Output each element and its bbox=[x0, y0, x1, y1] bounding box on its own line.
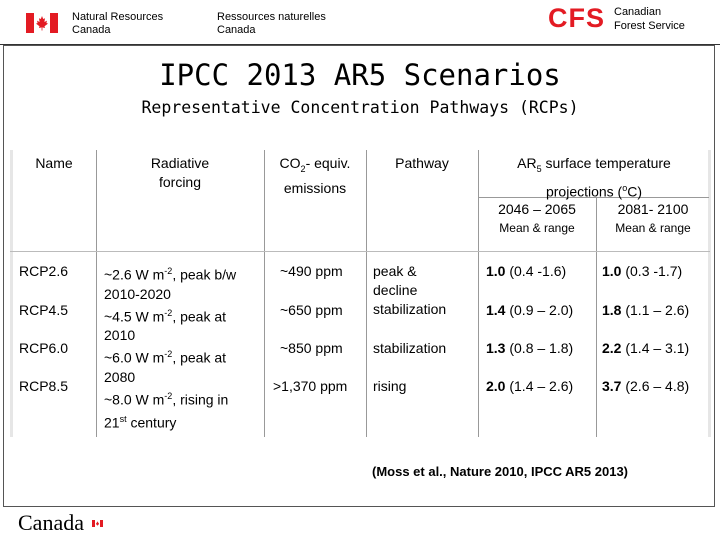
header-divider bbox=[0, 44, 720, 45]
wordmark-flag-icon bbox=[92, 514, 103, 532]
source-citation: (Moss et al., Nature 2010, IPCC AR5 2013… bbox=[372, 464, 629, 479]
pathway-description: stabilization bbox=[373, 340, 447, 356]
table-border-left bbox=[10, 150, 13, 437]
col-header-forcing: Radiative forcing bbox=[150, 155, 210, 190]
canada-wordmark: Canada bbox=[18, 510, 84, 535]
scenario-name: RCP2.6 bbox=[19, 263, 69, 279]
mean-range-label: Mean & range bbox=[615, 221, 691, 235]
scenario-name: RCP4.5 bbox=[19, 302, 69, 318]
pathway-description: peak & decline stabilization bbox=[373, 263, 447, 317]
temperature-projection: 1.4 (0.9 – 2.0) bbox=[486, 302, 574, 318]
nrcan-french-name: Ressources naturelles Canada bbox=[217, 11, 326, 36]
column-divider bbox=[366, 150, 367, 437]
emissions-value: ~850 ppm bbox=[280, 340, 343, 356]
emissions-value: ~650 ppm bbox=[280, 302, 343, 318]
col-header-name: Name bbox=[35, 155, 73, 171]
period-2081-2100: 2081- 2100 bbox=[617, 201, 689, 217]
scenario-name: RCP6.0 bbox=[19, 340, 69, 356]
pathway-description: rising bbox=[373, 378, 407, 394]
header-divider-line bbox=[478, 197, 709, 198]
column-divider bbox=[596, 197, 597, 437]
header-divider-line bbox=[10, 251, 710, 252]
temperature-projection: 1.0 (0.3 -1.7) bbox=[602, 263, 683, 279]
temperature-projection: 2.2 (1.4 – 3.1) bbox=[602, 340, 690, 356]
temperature-projection: 1.3 (0.8 – 1.8) bbox=[486, 340, 574, 356]
scenario-name: RCP8.5 bbox=[19, 378, 69, 394]
column-divider bbox=[478, 150, 479, 437]
cfs-name: Canadian Forest Service bbox=[614, 6, 685, 32]
col-header-pathway: Pathway bbox=[395, 155, 449, 171]
slide-frame bbox=[3, 45, 715, 507]
col-header-temperature: AR5 surface temperature projections (oC) bbox=[517, 155, 671, 200]
mean-range-label: Mean & range bbox=[499, 221, 575, 235]
nrcan-english-name: Natural Resources Canada bbox=[72, 11, 164, 36]
temperature-projection: 3.7 (2.6 – 4.8) bbox=[602, 378, 690, 394]
forcing-description: ~2.6 W m-2, peak b/w 2010-2020 ~4.5 W m-… bbox=[104, 266, 237, 431]
col-header-emissions: CO2- equiv. emissions bbox=[279, 155, 351, 196]
temperature-projection: 1.8 (1.1 – 2.6) bbox=[602, 302, 690, 318]
slide-subtitle: Representative Concentration Pathways (R… bbox=[141, 98, 579, 117]
canada-flag-logo bbox=[26, 13, 58, 38]
temperature-projection: 2.0 (1.4 – 2.6) bbox=[486, 378, 574, 394]
emissions-value: >1,370 ppm bbox=[273, 378, 348, 394]
column-divider bbox=[96, 150, 97, 437]
emissions-value: ~490 ppm bbox=[280, 263, 343, 279]
slide-title: IPCC 2013 AR5 Scenarios bbox=[159, 58, 561, 92]
table-border-right bbox=[708, 150, 711, 437]
period-2046-2065: 2046 – 2065 bbox=[498, 201, 576, 217]
temperature-projection: 1.0 (0.4 -1.6) bbox=[486, 263, 567, 279]
cfs-logo: CFS bbox=[548, 3, 605, 33]
column-divider bbox=[264, 150, 265, 437]
